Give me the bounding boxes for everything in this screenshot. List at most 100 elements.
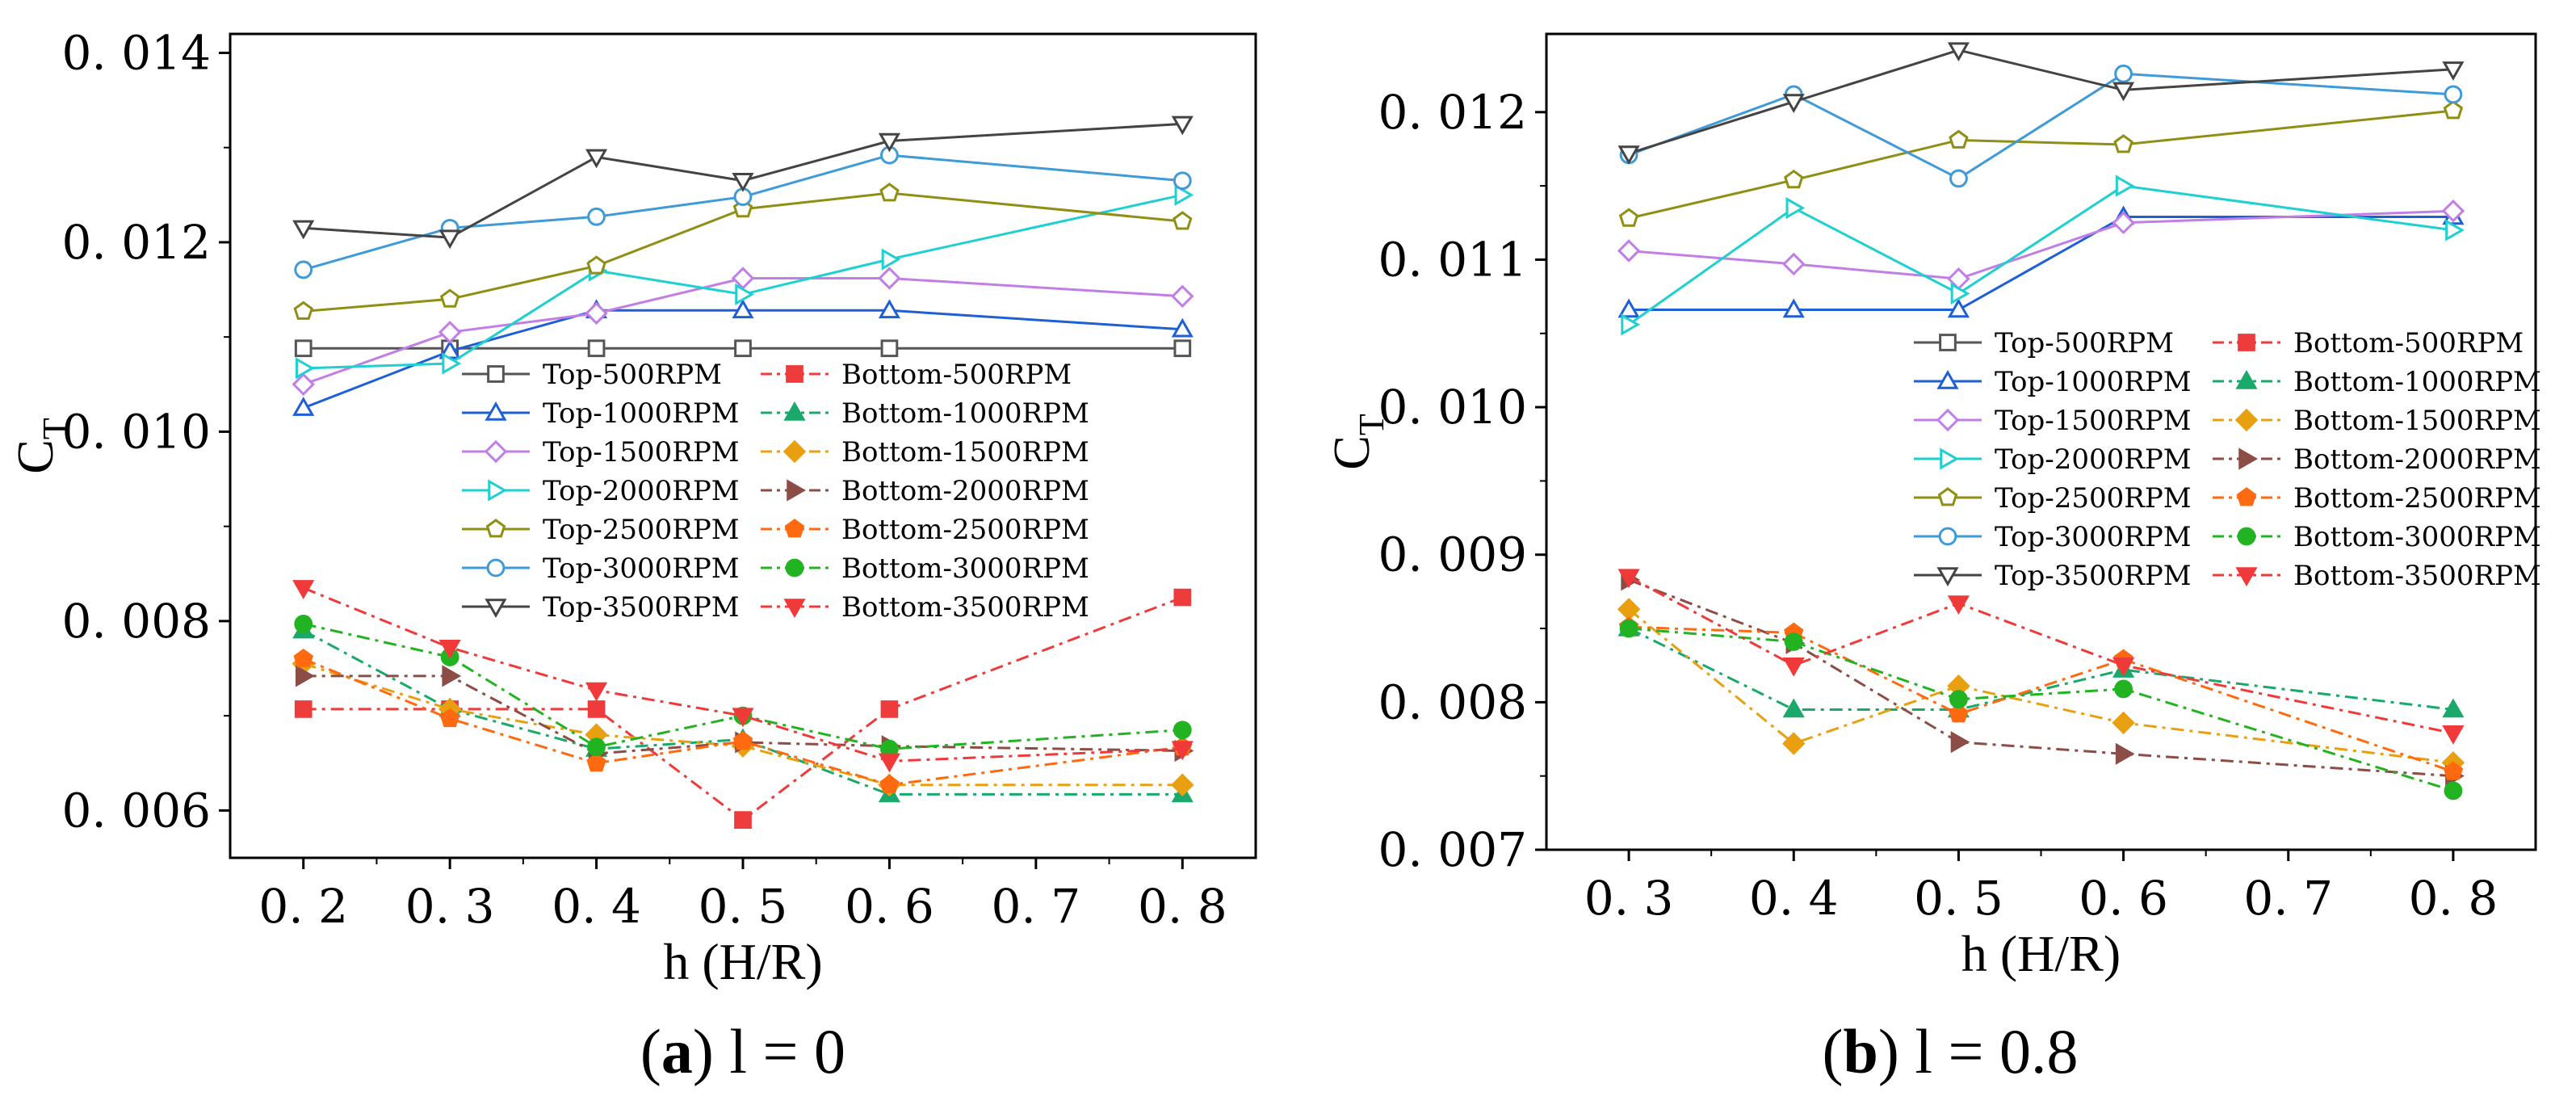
panel-b-legend-marker (1937, 487, 1958, 506)
panel-b-point-top-2000rpm (1621, 313, 1641, 336)
panel-b-legend-marker (1940, 447, 1960, 470)
panel-a-line-bottom-1000rpm (302, 629, 1183, 796)
panel-b-point-bottom-1000rpm (2442, 698, 2465, 718)
panel-a-legend-marker (488, 479, 508, 502)
panel-b-point-top-2000rpm (2115, 174, 2135, 197)
panel-b-y-axis-title: CT (1323, 414, 1391, 470)
panel-b-point-top-3500rpm (1782, 94, 1805, 114)
caption-b-label: b (1843, 1016, 1877, 1086)
panel-b-point-top-2500rpm (2443, 100, 2464, 120)
panel-a-legend-marker (485, 401, 507, 421)
panel-a-legend-marker (485, 599, 507, 619)
panel-b-point-top-2000rpm (2445, 219, 2465, 242)
panel-a-legend-label: Top-1000RPM (543, 397, 740, 430)
panel-a-point-bottom-3500rpm (732, 708, 754, 728)
panel-b-series-top-2500rpm (1618, 100, 2464, 227)
panel-a-legend-label: Bottom-500RPM (841, 359, 1072, 391)
panel-b-point-bottom-3500rpm (2442, 725, 2465, 745)
panel-a-point-bottom-2000rpm (295, 665, 315, 687)
panel-a-point-top-3500rpm (585, 149, 608, 169)
panel-b-legend-label: Bottom-2000RPM (2293, 443, 2541, 476)
panel-a-point-top-500rpm (734, 339, 752, 358)
panel-a-point-top-2000rpm (1174, 183, 1194, 206)
panel-a-x-tick-label: 0. 2 (258, 879, 348, 934)
panel-a-point-top-3500rpm (438, 229, 461, 250)
panel-a-point-top-3000rpm (294, 260, 313, 279)
panel-a-legend-marker (785, 558, 804, 578)
panel-a-point-top-1500rpm (1171, 284, 1194, 308)
panel-b-x-tick-label: 0. 4 (1749, 871, 1839, 926)
panel-a-series-top-1500rpm (292, 267, 1194, 397)
panel-b-legend-marker (1936, 369, 1959, 389)
panel-b-y-tick-label: 0. 012 (1378, 85, 1527, 140)
panel-b-point-bottom-1500rpm (1782, 732, 1806, 755)
panel-a-legend-label: Bottom-3500RPM (841, 591, 1089, 624)
panel-a-point-top-3000rpm (587, 207, 606, 226)
panel-a-point-top-2500rpm (439, 288, 460, 308)
panel-a-y-tick-label: 0. 008 (62, 594, 211, 649)
panel-a-line-top-1000rpm (303, 309, 1183, 410)
panel-a-legend-label: Top-3000RPM (543, 552, 740, 585)
panel-a-legend-label: Top-1500RPM (543, 436, 740, 468)
panel-b-point-bottom-3000rpm (1784, 632, 1803, 651)
panel-b-point-bottom-1500rpm (2112, 711, 2135, 735)
caption-b: (b) l = 0.8 (1822, 1016, 2078, 1086)
panel-a-point-bottom-3000rpm (294, 615, 313, 633)
panel-b-point-top-1000rpm (1617, 298, 1640, 318)
panel-a-point-bottom-3000rpm (1173, 721, 1192, 740)
panel-a-point-bottom-3500rpm (585, 682, 608, 702)
panel-b-point-bottom-2500rpm (1949, 704, 1969, 723)
panel-a-point-bottom-3500rpm (292, 580, 315, 599)
panel-b-point-top-3500rpm (2442, 61, 2465, 81)
panel-a-point-bottom-2500rpm (586, 752, 606, 772)
panel-a-point-bottom-3500rpm (438, 639, 461, 659)
panel-b-legend-marker (1938, 527, 1957, 546)
panel-b-x-axis-title: h (H/R) (1961, 925, 2121, 982)
panel-b-point-top-1000rpm (1947, 298, 1970, 318)
panel-a-x-tick-label: 0. 7 (992, 879, 1081, 934)
caption-a-label: a (661, 1016, 693, 1086)
panel-a-chart: 0. 2 0. 3 0. 4 0. 5 0. 6 0. 7 0. 8 0. 006 0. 008… (6, 25, 1257, 990)
panel-b-legend-label: Top-2500RPM (1995, 482, 2192, 515)
panel-b-y-tick-label: 0. 008 (1378, 674, 1527, 729)
panel-a-legend-marker (484, 439, 508, 464)
panel-b-point-top-2000rpm (1785, 196, 1806, 220)
panel-b-x-tick-label: 0. 6 (2079, 871, 2168, 926)
panel-b-x-tick-label: 0. 5 (1914, 871, 2003, 926)
panel-a-legend-marker (487, 365, 505, 383)
panel-a-legend-label: Top-500RPM (543, 359, 722, 391)
panel-b-point-top-3500rpm (2112, 82, 2135, 102)
panel-a-legend-marker (784, 519, 805, 538)
panel-b-point-top-2500rpm (1949, 129, 1969, 149)
panel-a-point-top-2000rpm (881, 248, 901, 271)
panel-b-chart: 0. 3 0. 4 0. 5 0. 6 0. 7 0. 8 0. 007 0. 008 0. 0… (1323, 32, 2541, 982)
panel-a-series-bottom-3500rpm (292, 580, 1194, 773)
panel-a-point-top-1000rpm (292, 397, 315, 416)
panel-a-point-top-1500rpm (878, 267, 901, 290)
panel-b-point-top-3500rpm (1617, 145, 1640, 165)
panel-a-legend-marker (782, 439, 807, 464)
panel-b-point-bottom-2000rpm (1950, 731, 1970, 754)
panel-b-point-bottom-3500rpm (2112, 657, 2135, 677)
panel-b-x-tick-label: 0. 8 (2409, 871, 2498, 926)
panel-b-point-bottom-3500rpm (1947, 595, 1970, 616)
panel-b-legend-marker (1936, 567, 1959, 587)
panel-b-point-top-3500rpm (1947, 42, 1970, 62)
panel-b-legend-label: Top-3000RPM (1995, 521, 2192, 553)
panel-a-legend-marker (783, 599, 806, 619)
panel-a-legend-label: Bottom-3000RPM (841, 552, 1089, 585)
panel-a-legend-marker (787, 479, 807, 502)
panel-b-legend-marker (1936, 408, 1960, 432)
panel-b-point-bottom-1000rpm (1782, 698, 1805, 718)
caption-b-text: l = 0.8 (1899, 1016, 2079, 1086)
panel-a-point-bottom-2500rpm (732, 730, 753, 750)
panel-a-y-tick-label: 0. 006 (62, 783, 211, 838)
panel-b-point-top-2500rpm (2113, 134, 2133, 153)
panel-a-legend-label: Top-2000RPM (543, 475, 740, 507)
panel-b-point-bottom-3000rpm (2114, 679, 2133, 699)
panel-b-legend-label: Bottom-500RPM (2293, 327, 2524, 359)
panel-a-point-top-2000rpm (295, 357, 315, 380)
panel-b-series-bottom-3000rpm (1619, 619, 2463, 800)
panel-b-legend-marker (2237, 527, 2256, 546)
